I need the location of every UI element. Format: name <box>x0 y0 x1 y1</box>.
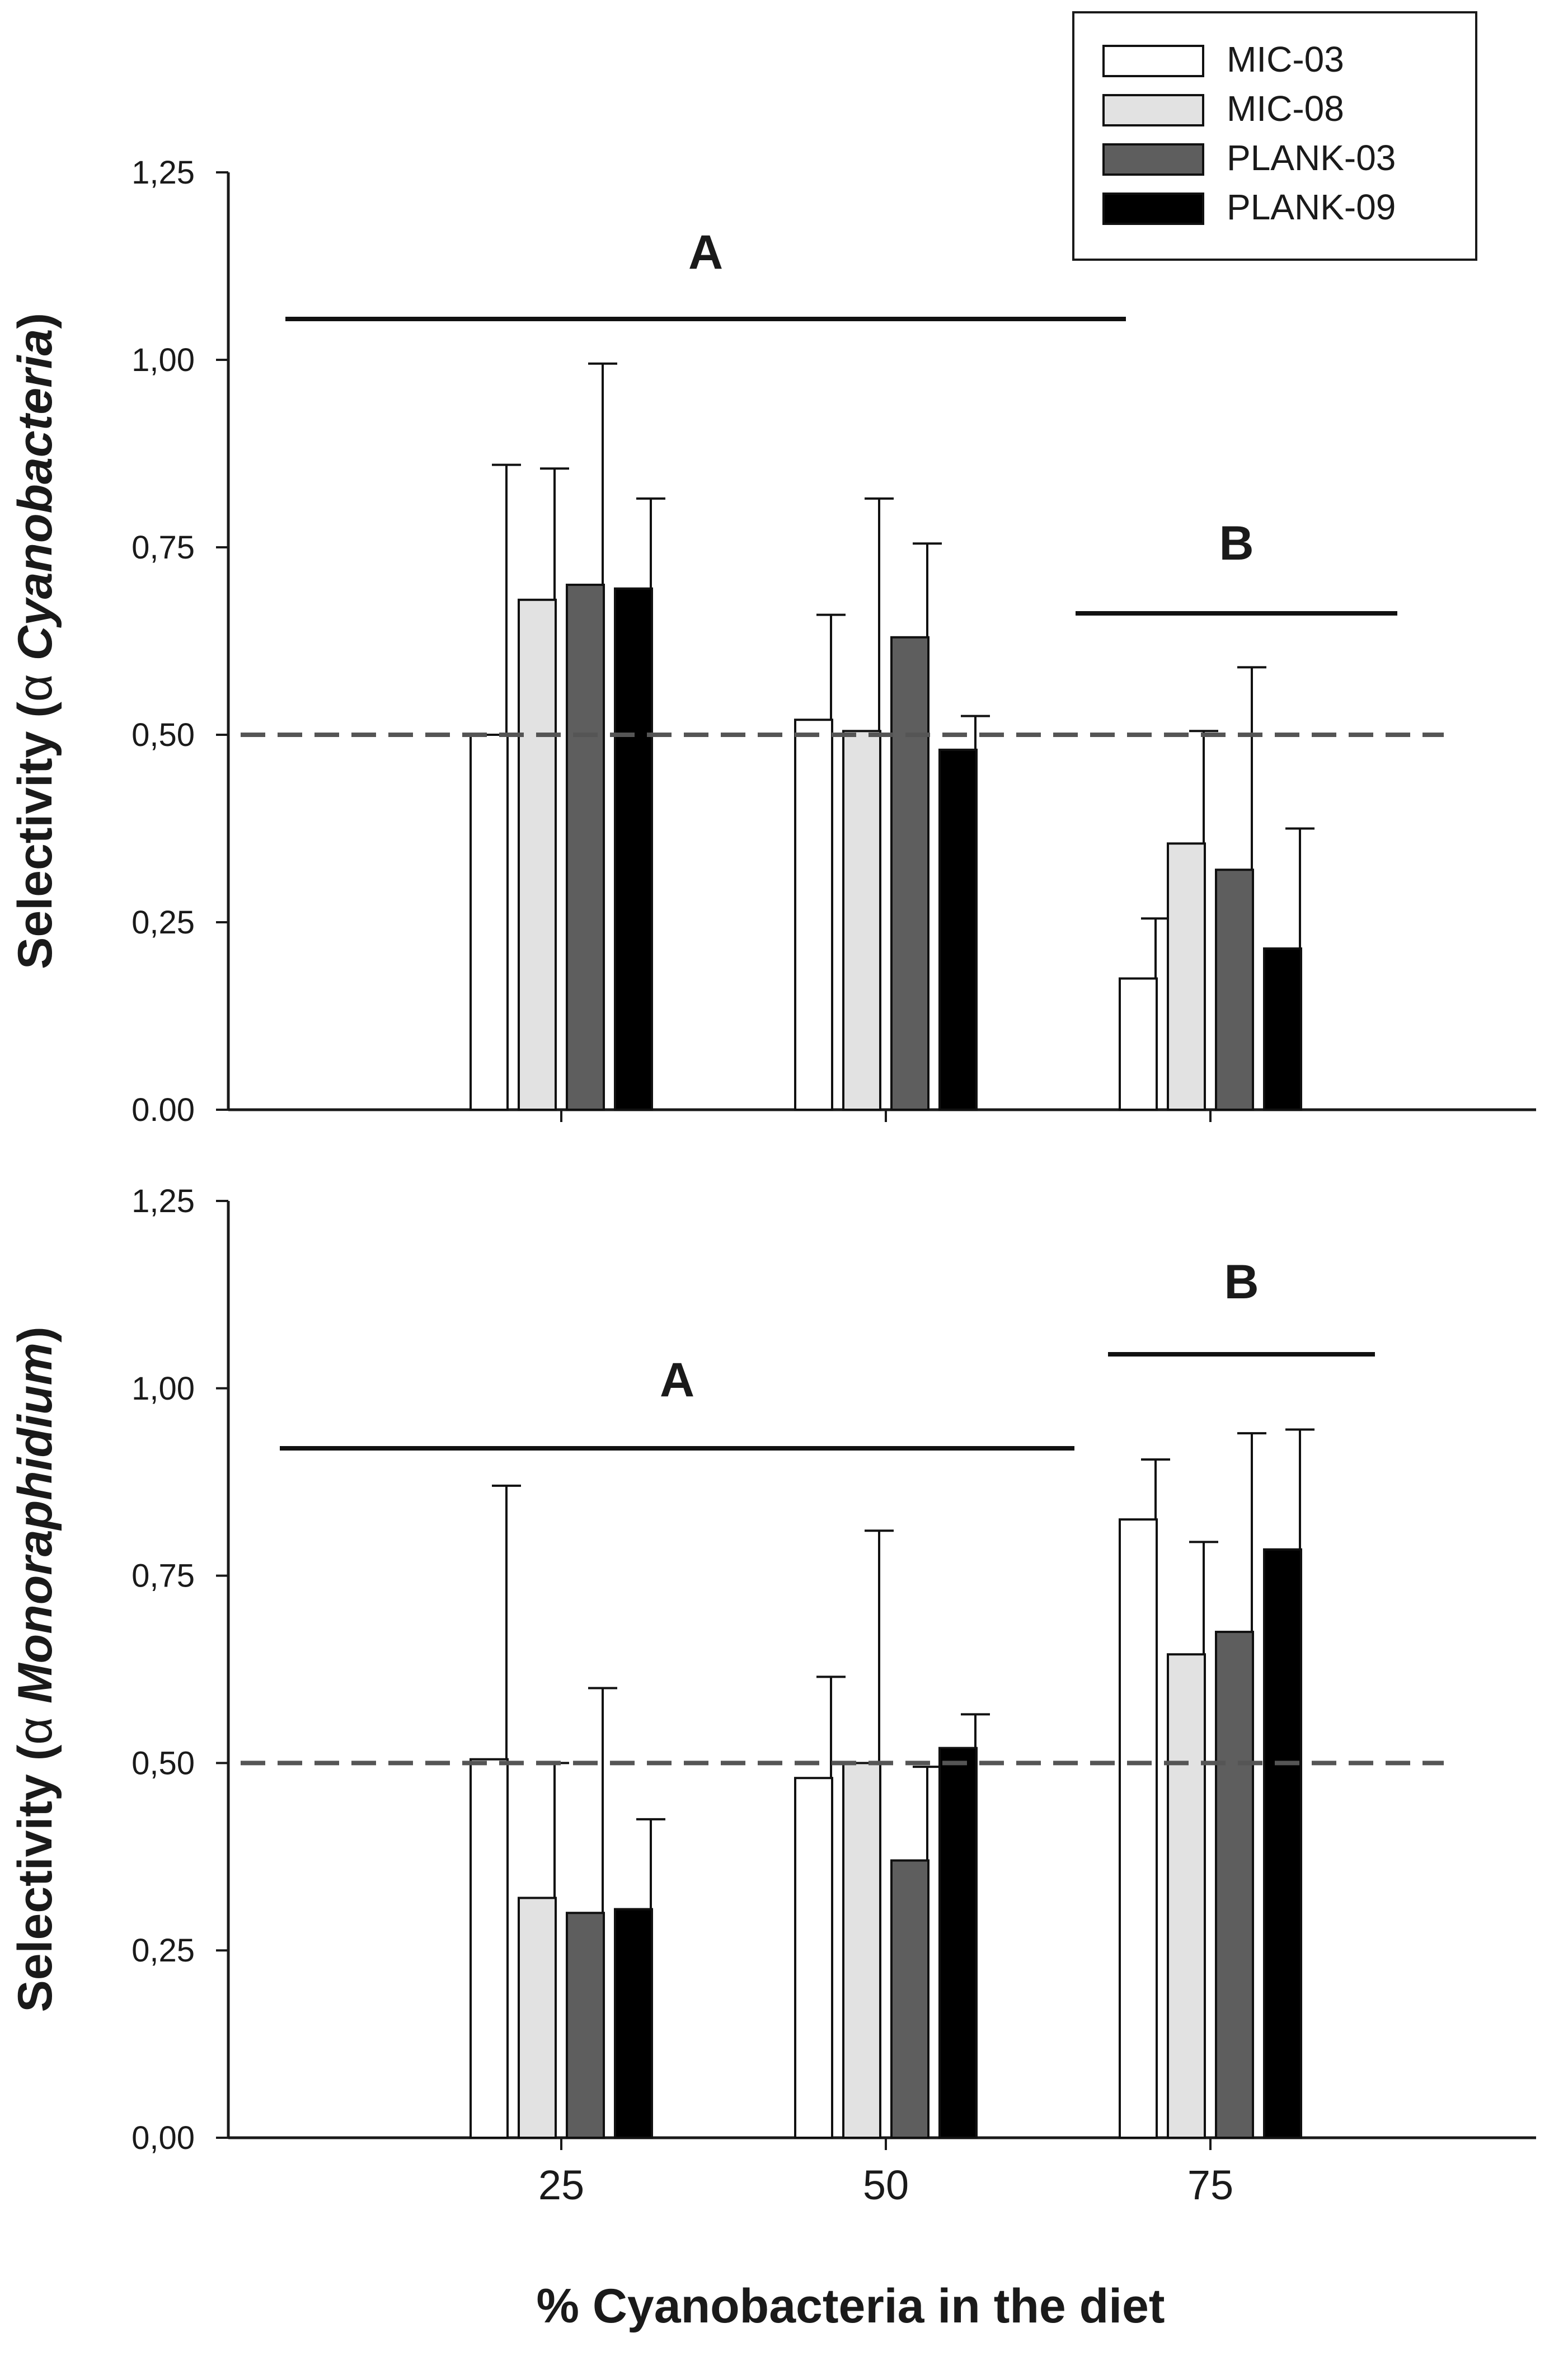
bar-mic-03 <box>1119 1518 1158 2139</box>
y-tick-label: 0,25 <box>132 904 195 941</box>
y-tick-label: 1,00 <box>132 1371 195 1407</box>
bar-plank-03 <box>890 1859 929 2139</box>
x-tick-label: 50 <box>863 2162 909 2208</box>
legend-swatch <box>1102 193 1204 225</box>
bar-plank-03 <box>1215 869 1254 1111</box>
legend-label: MIC-08 <box>1227 88 1344 129</box>
bar-mic-03 <box>794 1777 833 2139</box>
bar-plank-09 <box>1263 947 1302 1111</box>
legend: MIC-03 MIC-08 PLANK-03 PLANK-09 <box>1072 11 1477 261</box>
y-axis-label-part: α <box>8 1717 62 1745</box>
y-axis-label-part: ) <box>8 1326 62 1343</box>
y-axis-label: Selectivity (α Monoraphidium) <box>8 1326 62 2012</box>
panel-monoraphidium: 0,00 0,25 0,50 0,75 1,00 1,25 A B Selectivity (α… <box>8 1183 1536 2208</box>
y-tick-label: 1,25 <box>132 1183 195 1219</box>
bar-mic-08 <box>1167 1653 1206 2139</box>
y-tick-label: 1,00 <box>132 342 195 378</box>
bar-plank-03 <box>566 584 605 1111</box>
legend-label: PLANK-09 <box>1227 187 1396 227</box>
y-axis-label-part: α <box>8 674 62 702</box>
y-axis-label-part: ) <box>8 313 62 329</box>
bar-mic-03 <box>794 719 833 1111</box>
legend-swatch <box>1102 143 1204 176</box>
x-tick-label: 75 <box>1187 2162 1233 2208</box>
bar-plank-09 <box>1263 1548 1302 2139</box>
panel-cyanobacteria: 0.00 0,25 0,50 0,75 1,00 1,25 A B Selectivity (α… <box>8 154 1536 1128</box>
bar-plank-09 <box>614 587 653 1111</box>
bar-mic-03 <box>470 734 509 1111</box>
bar-mic-08 <box>518 598 557 1111</box>
group-letter: A <box>688 226 723 279</box>
x-tick-label: 25 <box>538 2162 584 2208</box>
y-tick-label: 0,25 <box>132 1932 195 1969</box>
legend-swatch <box>1102 94 1204 126</box>
y-axis-label-part: Monoraphidium <box>8 1343 62 1703</box>
y-tick-label: 0,00 <box>132 2120 195 2156</box>
y-tick-label: 1,25 <box>132 154 195 191</box>
bar-plank-09 <box>938 1747 978 2139</box>
bar-mic-08 <box>842 1762 881 2139</box>
x-axis-label: % Cyanobacteria in the diet <box>536 2279 1165 2333</box>
bar-plank-03 <box>566 1912 605 2139</box>
legend-swatch <box>1102 45 1204 77</box>
y-tick-label: 0,50 <box>132 717 195 753</box>
group-letter: B <box>1224 1255 1259 1309</box>
bar-mic-08 <box>1167 842 1206 1111</box>
bar-mic-08 <box>518 1897 557 2139</box>
bar-mic-03 <box>1119 977 1158 1111</box>
legend-label: MIC-03 <box>1227 39 1344 79</box>
y-axis-label-part <box>8 660 62 674</box>
bar-plank-03 <box>890 636 929 1111</box>
y-axis-label-part: Cyanobacteria <box>8 329 62 661</box>
y-axis-label: Selectivity (α Cyanobacteria) <box>8 313 62 969</box>
y-axis-label-part: Selectivity ( <box>8 1744 62 2012</box>
group-letter: A <box>660 1353 694 1407</box>
bar-plank-09 <box>614 1908 653 2139</box>
bar-plank-03 <box>1215 1631 1254 2139</box>
group-letter: B <box>1219 517 1254 570</box>
bar-mic-03 <box>470 1758 509 2139</box>
y-axis-label-part: Selectivity ( <box>8 702 62 969</box>
y-tick-label: 0,75 <box>132 529 195 566</box>
y-tick-label: 0.00 <box>132 1092 195 1128</box>
y-axis-label-part <box>8 1703 62 1717</box>
bar-mic-08 <box>842 730 881 1111</box>
y-tick-label: 0,75 <box>132 1558 195 1594</box>
bar-plank-09 <box>938 748 978 1111</box>
legend-label: PLANK-03 <box>1227 138 1396 178</box>
y-tick-label: 0,50 <box>132 1745 195 1781</box>
